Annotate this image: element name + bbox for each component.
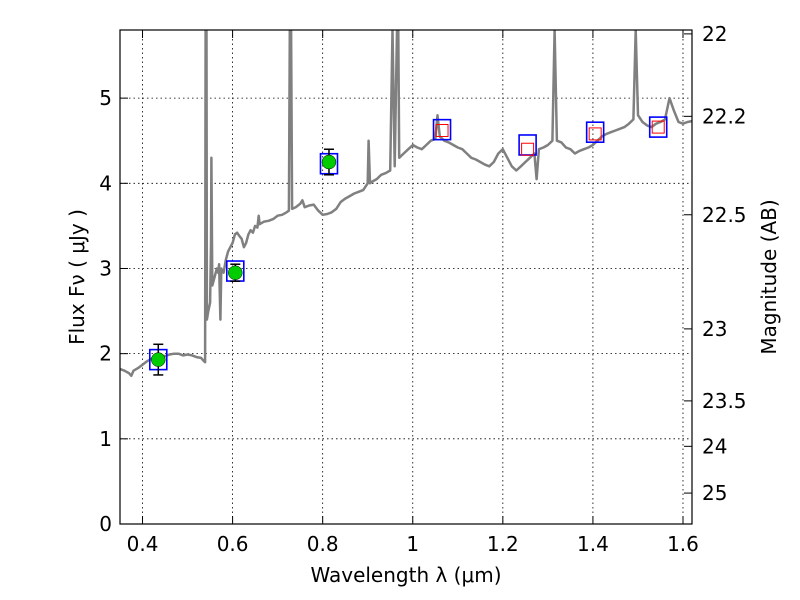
observed-point — [228, 265, 243, 280]
x-axis-label: Wavelength λ (μm) — [310, 563, 501, 587]
observed-point — [321, 154, 337, 170]
y-tick-label: 3 — [99, 256, 112, 280]
y-tick-label: 5 — [99, 86, 112, 110]
y-tick-label: 4 — [99, 171, 112, 195]
y2-tick-label: 22 — [702, 22, 727, 46]
y-tick-label: 2 — [99, 342, 112, 366]
x-tick-label: 0.6 — [217, 532, 249, 556]
upper-limit-marker — [651, 120, 665, 134]
y-axis-label: Flux Fν ( μJy ) — [65, 209, 89, 345]
x-tick-label: 1.6 — [667, 532, 699, 556]
axis-ticks: 0.4 0.6 0.8 1 1.2 1.4 1.60123452222.222.52323.… — [99, 22, 746, 556]
y2-tick-label: 23.5 — [702, 389, 747, 413]
model-square-marker — [432, 118, 452, 141]
x-tick-label: 1.2 — [487, 532, 519, 556]
y2-tick-label: 23 — [702, 317, 727, 341]
y-tick-label: 0 — [99, 512, 112, 536]
plot-frame — [119, 29, 693, 525]
x-tick-label: 0.4 — [127, 532, 159, 556]
y2-tick-label: 25 — [702, 481, 727, 505]
upper-limit-marker — [588, 127, 602, 141]
y2-tick-label: 22.2 — [702, 104, 747, 128]
y2-tick-label: 22.5 — [702, 203, 747, 227]
x-tick-label: 1 — [406, 532, 419, 556]
observed-point — [151, 352, 166, 367]
y2-axis-label: Magnitude (AB) — [757, 199, 781, 354]
y-tick-label: 1 — [99, 427, 112, 451]
upper-limit-marker — [435, 124, 449, 138]
y2-tick-label: 24 — [702, 434, 727, 458]
x-tick-label: 1.4 — [577, 532, 609, 556]
photometry-markers — [148, 116, 668, 376]
template-spectrum-line — [120, 30, 692, 378]
model-square-marker — [648, 116, 668, 138]
model-square-marker — [585, 121, 605, 144]
upper-limit-marker — [521, 142, 535, 156]
x-tick-label: 0.8 — [307, 532, 339, 556]
